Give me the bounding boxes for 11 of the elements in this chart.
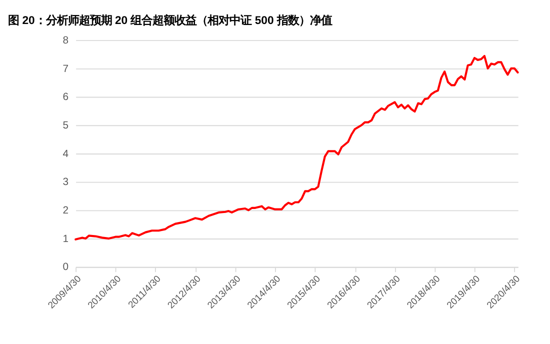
y-tick-label: 0 xyxy=(62,262,69,274)
y-tick-label: 2 xyxy=(62,206,69,217)
y-tick-label: 8 xyxy=(62,35,69,46)
y-tick-label: 6 xyxy=(62,92,69,104)
y-tick-label: 3 xyxy=(62,177,69,188)
y-tick-label: 1 xyxy=(62,234,69,245)
chart-title: 图 20：分析师超预期 20 组合超额收益（相对中证 500 指数）净值 xyxy=(8,14,332,28)
y-tick-label: 7 xyxy=(62,64,69,75)
y-tick-label: 4 xyxy=(62,148,69,160)
y-tick-label: 5 xyxy=(62,120,69,132)
line-series xyxy=(74,54,519,240)
